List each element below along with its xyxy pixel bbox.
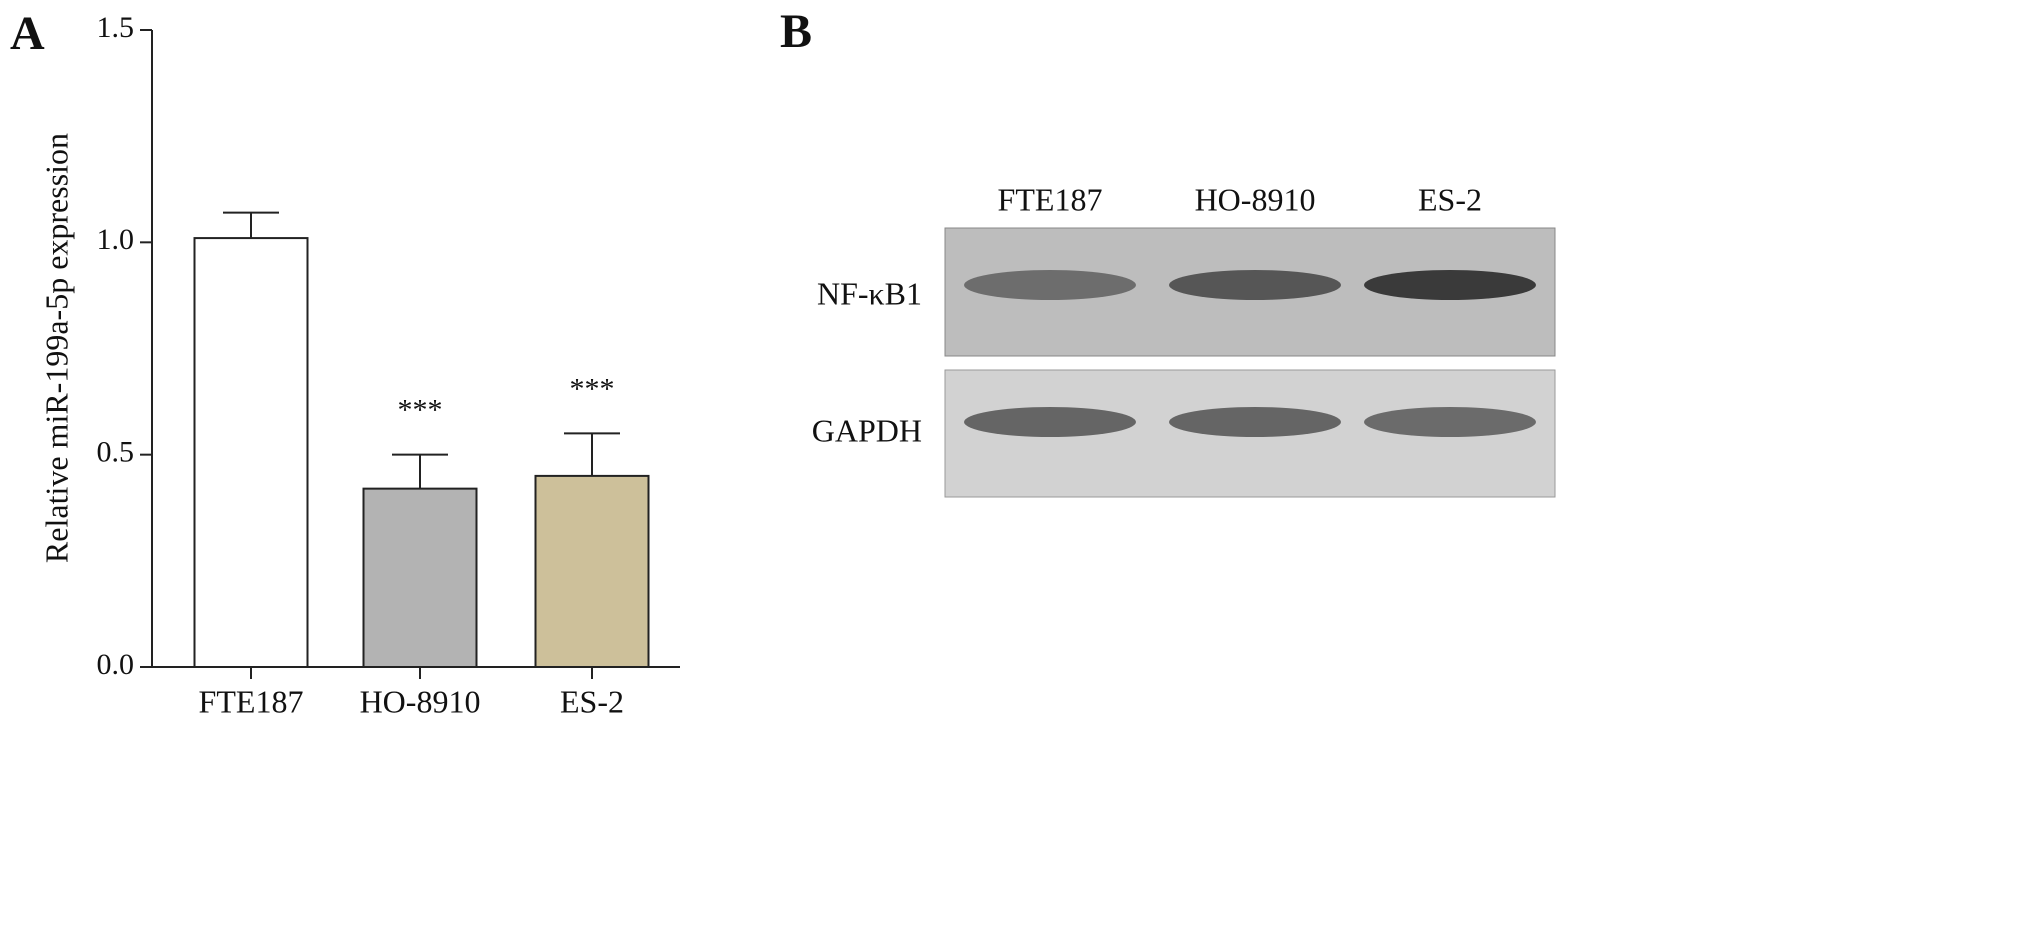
row-label: NF-κB1 (817, 275, 922, 311)
row-label: GAPDH (812, 412, 922, 448)
x-tick-label: HO-8910 (360, 683, 481, 719)
lane-label: HO-8910 (1195, 181, 1316, 217)
bar (534, 474, 650, 668)
x-tick-label: ES-2 (560, 683, 624, 719)
band (964, 407, 1136, 437)
bar (362, 487, 478, 669)
band (1364, 407, 1536, 437)
significance: *** (570, 372, 615, 405)
panel-label: A (10, 7, 45, 60)
lane-label: FTE187 (998, 181, 1103, 217)
y-tick-label: 1.0 (97, 223, 135, 256)
x-tick-label: FTE187 (199, 683, 304, 719)
y-tick-label: 0.5 (97, 436, 135, 469)
significance: *** (398, 394, 443, 427)
band (964, 270, 1136, 300)
y-axis-label: Relative miR-199a-5p expression (38, 133, 74, 563)
y-tick-label: 0.0 (97, 648, 135, 681)
band (1169, 407, 1341, 437)
band (1169, 270, 1341, 300)
bar (193, 237, 309, 668)
y-tick-label: 1.5 (97, 11, 135, 44)
panel-label: B (780, 5, 812, 58)
lane-label: ES-2 (1418, 181, 1482, 217)
band (1364, 270, 1536, 300)
